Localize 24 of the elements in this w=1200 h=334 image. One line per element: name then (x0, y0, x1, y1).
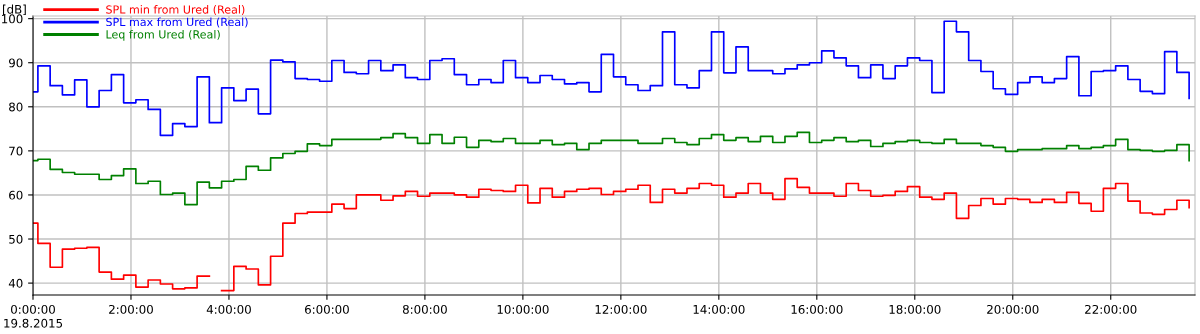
y-tick-label: 90 (9, 58, 23, 68)
x-tick-label: 12:00:00 (595, 304, 647, 314)
x-tick-label: 2:00:00 (109, 304, 153, 314)
text: SPL min from Ured (Real) (106, 5, 245, 16)
x-tick-label: 14:00:00 (693, 304, 745, 314)
x-tick-label: 20:00:00 (987, 304, 1039, 314)
text: 19.8.2015 (4, 318, 63, 328)
y-tick-label: 80 (9, 102, 23, 112)
x-tick-label: 0:00:00 (11, 304, 55, 314)
x-tick-label: 6:00:00 (305, 304, 349, 314)
y-tick-label: 70 (9, 146, 23, 156)
x-tick-label: 22:00:00 (1085, 304, 1137, 314)
y-tick-label: 40 (8, 278, 23, 288)
y-tick-label: 50 (9, 234, 23, 244)
y-tick-label: 100 (2, 14, 23, 24)
x-tick-label: 18:00:00 (889, 304, 941, 314)
y-axis-title: [dB] (3, 4, 26, 16)
x-tick-label: 4:00:00 (206, 304, 251, 314)
text: SPL max from Ured (Real) (106, 17, 248, 28)
x-tick-label: 16:00:00 (791, 304, 843, 314)
y-tick-label: 60 (9, 190, 23, 200)
text: Leq from Ured (Real) (106, 29, 220, 41)
x-tick-label: 10:00:00 (497, 304, 549, 314)
x-tick-label: 8:00:00 (402, 304, 447, 314)
